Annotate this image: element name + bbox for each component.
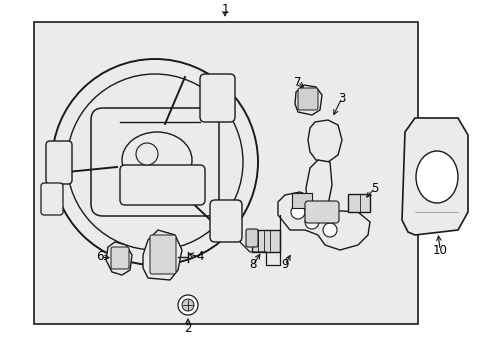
Polygon shape xyxy=(142,230,182,280)
Circle shape xyxy=(136,143,158,165)
FancyBboxPatch shape xyxy=(245,229,258,247)
Circle shape xyxy=(52,59,258,265)
Circle shape xyxy=(182,299,194,311)
Text: 6: 6 xyxy=(96,251,103,264)
FancyBboxPatch shape xyxy=(251,230,280,252)
Text: 10: 10 xyxy=(432,243,447,256)
FancyBboxPatch shape xyxy=(91,108,219,216)
Circle shape xyxy=(323,223,336,237)
FancyBboxPatch shape xyxy=(120,165,204,205)
FancyBboxPatch shape xyxy=(150,235,176,274)
Text: 1: 1 xyxy=(221,3,228,15)
FancyBboxPatch shape xyxy=(305,201,338,223)
Text: 2: 2 xyxy=(184,321,191,334)
Ellipse shape xyxy=(122,132,192,188)
FancyBboxPatch shape xyxy=(46,141,72,184)
Text: 4: 4 xyxy=(196,251,203,264)
FancyBboxPatch shape xyxy=(291,193,311,208)
Circle shape xyxy=(290,205,305,219)
Circle shape xyxy=(305,215,318,229)
Polygon shape xyxy=(307,120,341,162)
FancyBboxPatch shape xyxy=(297,88,317,110)
Text: 3: 3 xyxy=(338,91,345,104)
Text: 5: 5 xyxy=(370,181,378,194)
FancyBboxPatch shape xyxy=(111,247,129,269)
Text: 7: 7 xyxy=(294,76,301,89)
FancyBboxPatch shape xyxy=(200,74,235,122)
Ellipse shape xyxy=(415,151,457,203)
Polygon shape xyxy=(401,118,467,235)
Polygon shape xyxy=(294,85,321,115)
Polygon shape xyxy=(305,160,331,212)
Text: 9: 9 xyxy=(281,258,288,271)
Polygon shape xyxy=(278,192,369,250)
Polygon shape xyxy=(106,242,132,275)
FancyBboxPatch shape xyxy=(209,200,242,242)
Circle shape xyxy=(67,74,243,250)
FancyBboxPatch shape xyxy=(41,183,63,215)
Text: 8: 8 xyxy=(249,258,256,271)
FancyBboxPatch shape xyxy=(347,194,369,212)
Circle shape xyxy=(178,295,198,315)
Bar xyxy=(34,22,417,324)
